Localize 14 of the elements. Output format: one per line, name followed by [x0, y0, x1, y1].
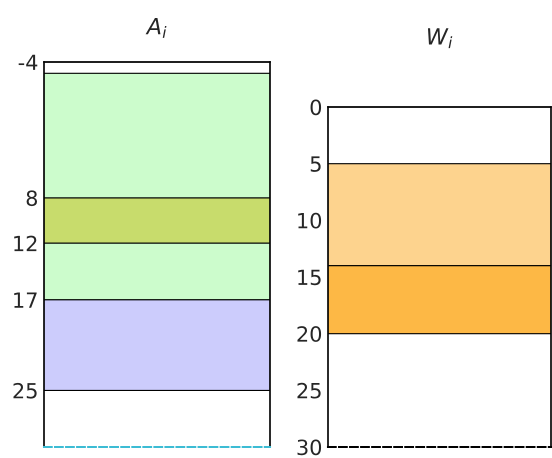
y-tick-label: 25	[13, 382, 37, 399]
y-tick-label: 5	[310, 156, 321, 172]
y-tick-label: 8	[26, 190, 38, 206]
y-tick-label: -4	[18, 54, 38, 70]
chart-title: W$_{i}$	[428, 28, 452, 48]
y-tick-label: 17	[14, 292, 37, 308]
y-tick-label: 15	[298, 270, 321, 286]
y-tick-label: 0	[310, 99, 322, 116]
y-tick-label: 25	[297, 382, 321, 399]
y-tick-label: 20	[297, 326, 322, 342]
y-tick-label: 10	[298, 212, 322, 229]
chart-title: A$_{i}$	[146, 18, 166, 38]
y-tick-label: 30	[298, 439, 322, 456]
y-tick-label: 12	[14, 236, 36, 252]
